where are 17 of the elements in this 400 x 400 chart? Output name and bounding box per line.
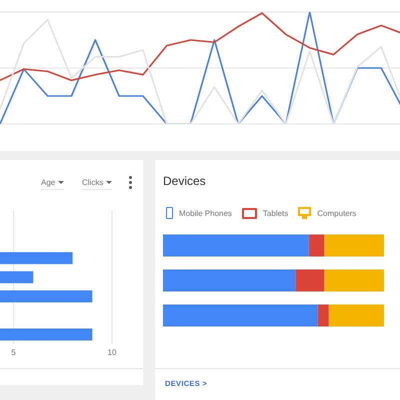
text: Clicks (82, 178, 104, 187)
chart-title: Devices (163, 174, 206, 188)
legend-label: Computers (317, 208, 356, 218)
bar (296, 268, 324, 292)
bar (163, 304, 318, 326)
bar (324, 268, 384, 292)
text: Age (41, 178, 56, 187)
bar (308, 234, 324, 256)
x-tick-label: 10 (108, 348, 117, 358)
legend-label: Mobile Phones (179, 208, 232, 218)
bar (163, 234, 309, 256)
bar (328, 304, 384, 326)
bar (163, 268, 296, 292)
bar (318, 304, 329, 326)
x-tick-label: 5 (11, 348, 16, 358)
bar (324, 234, 384, 256)
legend-label: Tablets (262, 208, 288, 218)
